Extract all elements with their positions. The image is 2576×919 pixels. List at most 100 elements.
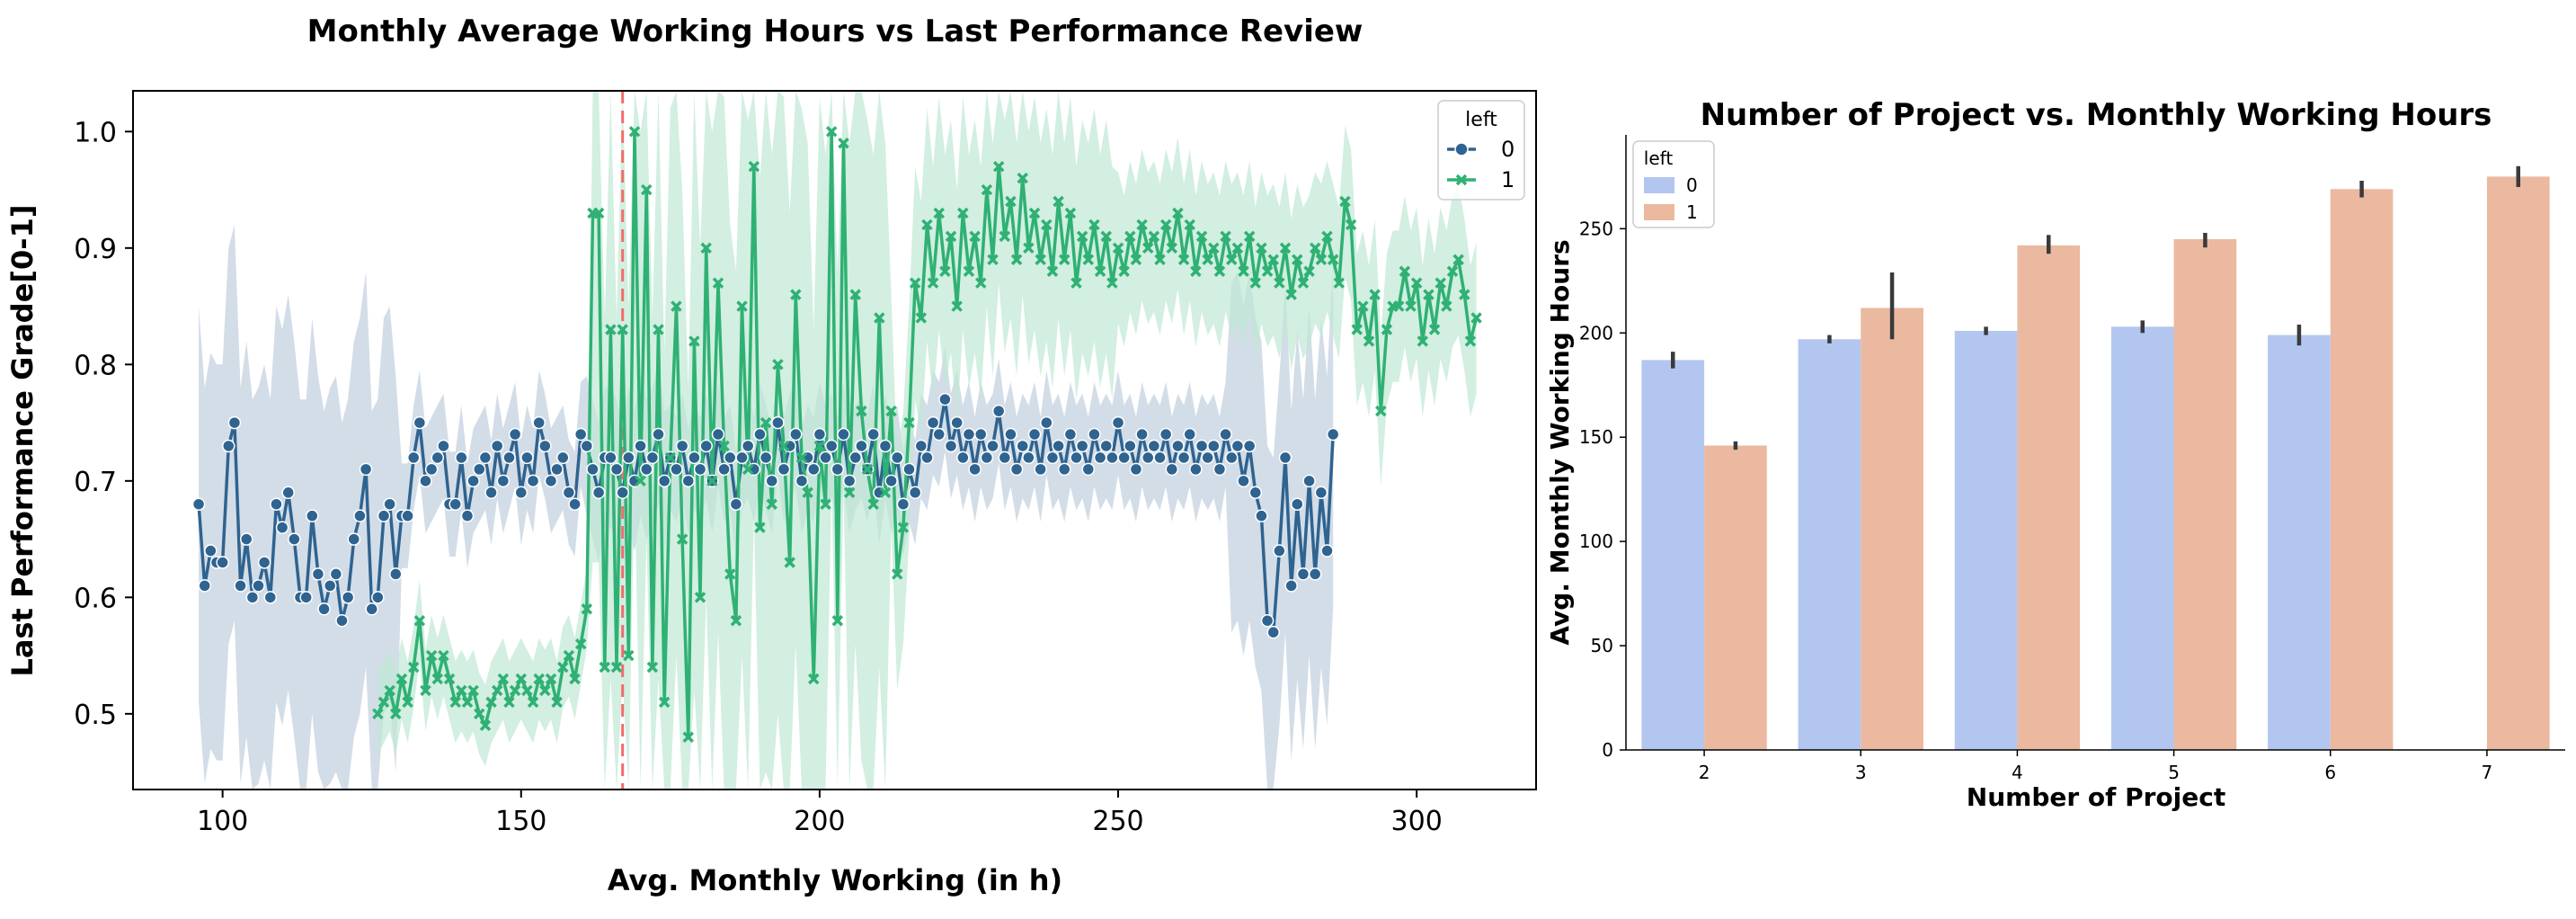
data-point-1 xyxy=(849,289,861,300)
data-point-0 xyxy=(1237,474,1250,488)
data-point-1 xyxy=(1136,219,1148,231)
data-point-0 xyxy=(616,486,629,500)
data-point-1 xyxy=(1059,254,1070,266)
bar-y-tick-label: 250 xyxy=(1579,218,1613,239)
x-tick-label: 300 xyxy=(1391,806,1443,837)
data-point-0 xyxy=(1296,567,1310,581)
data-point-1 xyxy=(1339,195,1351,208)
data-point-1 xyxy=(1017,172,1028,184)
data-point-1 xyxy=(1381,324,1393,335)
bar-y-tick-label: 150 xyxy=(1579,426,1613,448)
data-point-1 xyxy=(617,324,628,335)
data-point-0 xyxy=(652,427,665,442)
data-point-1 xyxy=(1279,242,1292,254)
data-point-0 xyxy=(191,497,206,511)
data-point-0 xyxy=(795,474,809,488)
data-point-0 xyxy=(281,486,295,500)
data-point-0 xyxy=(1219,427,1232,442)
data-point-1 xyxy=(515,673,528,685)
data-point-1 xyxy=(653,324,664,335)
data-point-0 xyxy=(938,392,952,406)
bar-4-left-0 xyxy=(1954,330,2018,750)
data-point-0 xyxy=(478,451,493,465)
data-point-1 xyxy=(628,126,641,138)
data-point-0 xyxy=(532,415,546,430)
data-point-1 xyxy=(927,277,939,289)
data-point-1 xyxy=(1064,207,1077,219)
data-point-1 xyxy=(999,230,1011,243)
data-point-0 xyxy=(1040,415,1053,430)
data-point-0 xyxy=(944,439,958,453)
data-point-0 xyxy=(1260,613,1275,628)
bar-6-left-1 xyxy=(2330,189,2394,751)
data-point-1 xyxy=(539,684,551,697)
data-point-0 xyxy=(848,451,862,465)
bar-3-left-0 xyxy=(1798,339,1861,750)
data-point-0 xyxy=(573,427,588,442)
data-point-0 xyxy=(1027,427,1042,442)
legend-marker-1 xyxy=(1455,174,1468,186)
bar-chart-legend: left 0 1 xyxy=(1632,140,1715,228)
data-point-1 xyxy=(1309,242,1321,254)
data-point-1 xyxy=(395,673,408,685)
data-point-0 xyxy=(693,462,707,477)
data-point-1 xyxy=(485,696,497,709)
data-point-0 xyxy=(980,451,994,465)
data-point-1 xyxy=(987,254,999,266)
data-point-1 xyxy=(730,614,742,627)
data-point-0 xyxy=(1266,625,1280,639)
data-point-1 xyxy=(1159,219,1172,231)
data-point-1 xyxy=(671,300,682,312)
data-point-1 xyxy=(402,696,413,709)
bar-x-tick-label: 6 xyxy=(2324,762,2336,783)
data-point-0 xyxy=(1063,427,1078,442)
data-point-1 xyxy=(1010,254,1023,266)
data-point-1 xyxy=(1177,254,1190,266)
data-point-1 xyxy=(736,300,748,312)
data-point-1 xyxy=(892,568,903,580)
data-point-1 xyxy=(1417,335,1429,347)
data-point-1 xyxy=(694,592,706,603)
data-point-0 xyxy=(365,602,378,616)
data-point-1 xyxy=(664,451,677,464)
data-point-1 xyxy=(790,289,802,300)
data-point-0 xyxy=(227,415,242,430)
data-point-0 xyxy=(1004,427,1017,442)
data-point-1 xyxy=(384,684,395,697)
data-point-1 xyxy=(1238,265,1249,277)
data-point-1 xyxy=(1392,300,1405,312)
line-chart-y-label: Last Performance Grade[0-1] xyxy=(5,205,40,677)
data-point-0 xyxy=(317,602,331,616)
line-chart-panel: Monthly Average Working Hours vs Last Pe… xyxy=(5,13,1537,897)
data-point-1 xyxy=(957,207,969,219)
data-point-0 xyxy=(950,415,964,430)
data-point-0 xyxy=(514,486,529,500)
data-point-1 xyxy=(605,324,617,335)
data-point-1 xyxy=(1315,254,1328,266)
data-point-1 xyxy=(945,230,957,243)
data-point-1 xyxy=(551,696,563,709)
data-point-1 xyxy=(509,684,521,697)
bar-4-left-1 xyxy=(2017,245,2081,750)
data-point-0 xyxy=(1034,462,1047,477)
data-point-0 xyxy=(371,591,385,604)
data-point-1 xyxy=(491,684,503,697)
bar-2-left-1 xyxy=(1704,445,1767,750)
bar-7-left-1 xyxy=(2486,176,2550,751)
data-point-0 xyxy=(819,451,832,465)
data-point-0 xyxy=(1117,451,1131,465)
data-point-1 xyxy=(759,416,772,429)
data-point-0 xyxy=(288,532,301,546)
data-point-1 xyxy=(939,265,951,277)
data-point-0 xyxy=(926,415,940,430)
data-point-1 xyxy=(700,242,712,254)
y-tick-label: 0.7 xyxy=(74,467,117,498)
data-point-1 xyxy=(641,183,653,196)
bar-y-tick-label: 50 xyxy=(1591,635,1613,656)
data-point-0 xyxy=(711,427,725,442)
data-point-1 xyxy=(1297,277,1310,289)
error-bars xyxy=(1671,165,2520,451)
data-point-0 xyxy=(1147,439,1161,453)
data-point-1 xyxy=(1028,207,1041,219)
